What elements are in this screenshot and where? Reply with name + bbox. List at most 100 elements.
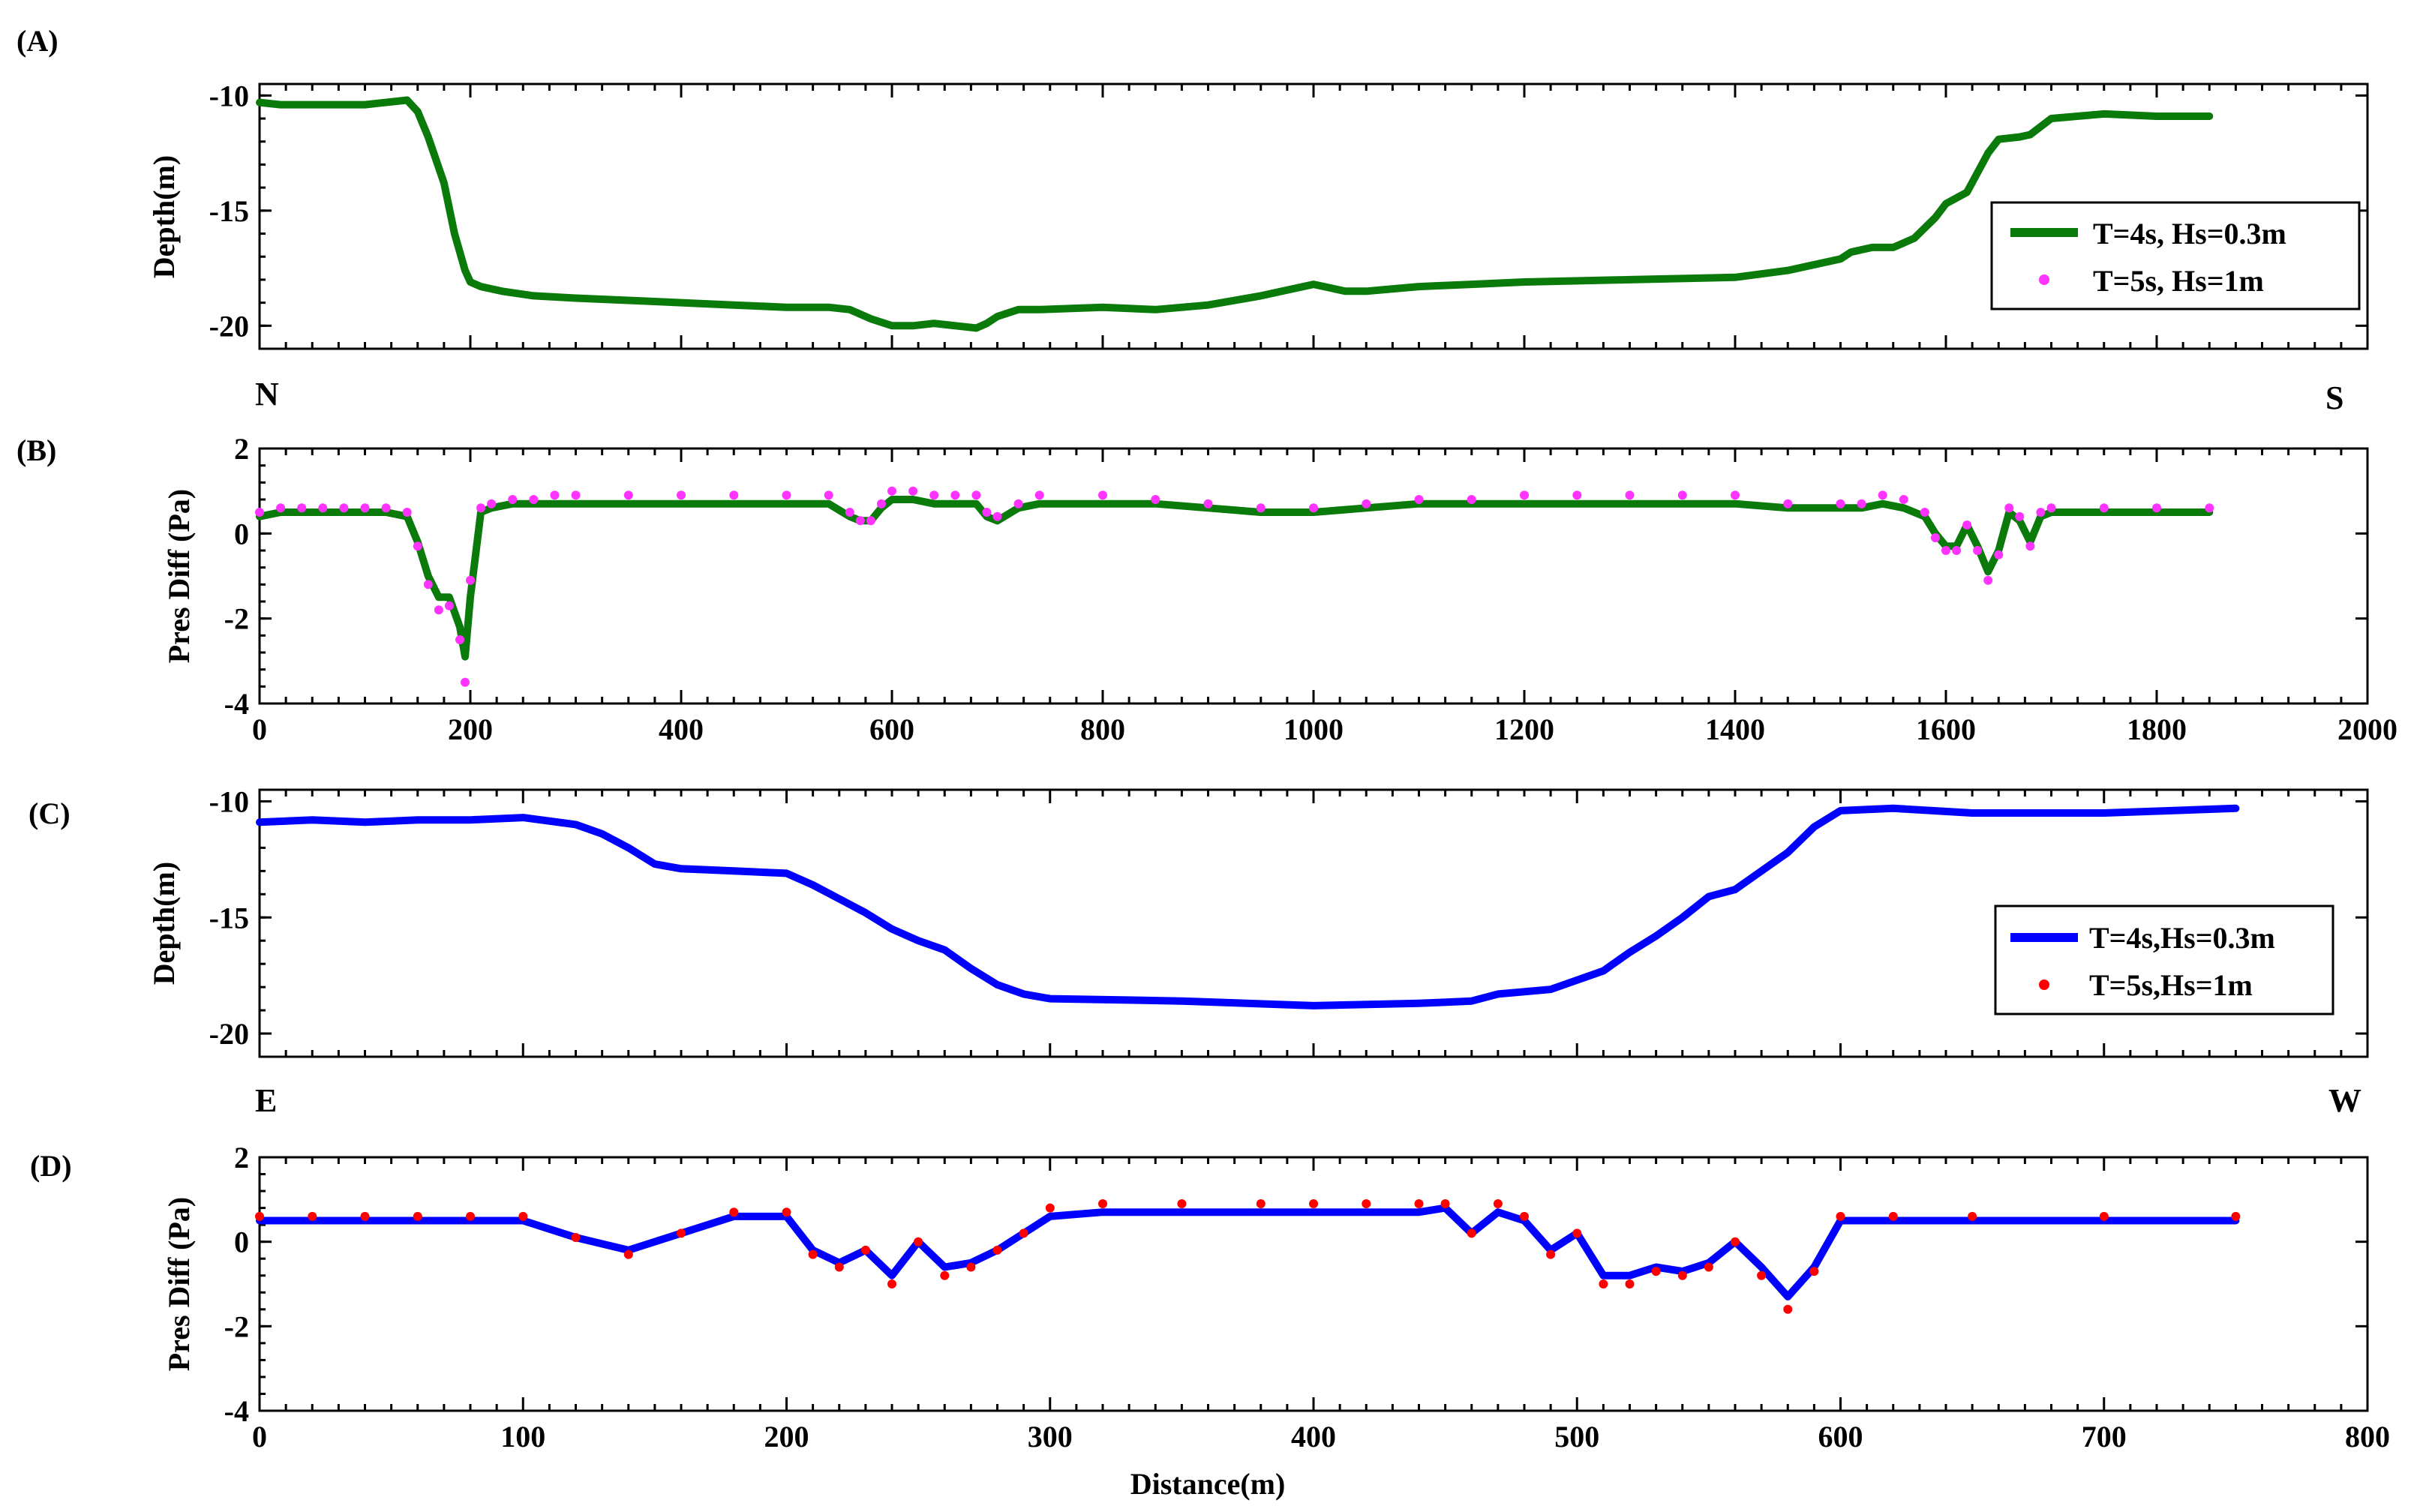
series-point — [1704, 1262, 1713, 1272]
series-point — [729, 490, 739, 500]
series-point — [518, 1211, 528, 1221]
series-point — [2004, 503, 2014, 513]
series-point — [1783, 1304, 1793, 1314]
panel-label-d: (D) — [30, 1149, 72, 1183]
x-tick-label: 1400 — [1705, 712, 1765, 746]
series-point — [1151, 495, 1160, 504]
series-point — [1757, 1270, 1767, 1280]
series-line-0 — [256, 496, 2214, 661]
series-point — [1836, 499, 1845, 508]
series-point — [1414, 1199, 1424, 1208]
legend-box-c — [1994, 904, 2334, 1016]
series-point — [255, 508, 264, 517]
series-point — [1177, 1199, 1187, 1208]
series-point — [1731, 490, 1740, 500]
x-tick-label: 100 — [500, 1420, 545, 1454]
legend-a: T=4s, Hs=0.3m T=5s, Hs=1m — [1990, 201, 2361, 310]
series-point — [2015, 512, 2025, 521]
series-point — [1731, 1237, 1740, 1246]
series-point — [914, 1237, 923, 1246]
series-point — [1309, 503, 1318, 513]
y-tick-label: -20 — [209, 309, 249, 343]
y-tick-label: 0 — [234, 1226, 249, 1259]
series-point — [908, 486, 918, 496]
series-point — [623, 490, 633, 500]
legend-entry-c-1: T=4s,Hs=0.3m — [2089, 921, 2275, 955]
legend-entry-a-1: T=4s, Hs=0.3m — [2093, 217, 2286, 250]
series-point — [1677, 1270, 1687, 1280]
series-point — [1098, 1199, 1107, 1208]
series-point — [1625, 1280, 1635, 1288]
x-ticks-d: 0 100 200 300 400 500 600 700 800 — [252, 1157, 2390, 1454]
series-point — [529, 495, 539, 504]
series-point — [1651, 1267, 1661, 1276]
series-point — [1013, 499, 1023, 508]
series-point — [1931, 533, 1940, 542]
y-tick-label: 0 — [234, 517, 249, 550]
x-ticks-a — [258, 84, 2369, 349]
series-point — [466, 1211, 475, 1221]
x-axis-label: Distance(m) — [1130, 1467, 1286, 1501]
series-point — [2099, 503, 2109, 513]
series-point — [1599, 1280, 1608, 1288]
series-point — [940, 1270, 950, 1280]
series-point — [455, 635, 464, 644]
series-line-0 — [256, 1204, 2240, 1300]
series-point — [1572, 490, 1582, 500]
series-point — [1362, 1199, 1371, 1208]
series-point — [2099, 1211, 2109, 1221]
y-ticks-b: 2 0 -2 -4 — [224, 432, 2367, 721]
y-tick-label: 2 — [234, 432, 249, 466]
y-tick-label: -15 — [209, 901, 249, 934]
plot-frame-b — [258, 447, 2369, 705]
series-point — [1941, 546, 1950, 555]
x-tick-label: 500 — [1554, 1420, 1599, 1454]
series-point — [1414, 495, 1424, 504]
series-point — [1994, 550, 2004, 560]
series-point — [1019, 1228, 1028, 1238]
series-point — [466, 575, 475, 585]
x-tick-label: 600 — [869, 712, 914, 746]
panel-b: (B) 2 0 -2 -4 0 200 400 600 800 1000 1200 1400 1600… — [17, 432, 2397, 746]
panel-label-c: (C) — [29, 796, 71, 830]
y-tick-label: -2 — [224, 602, 249, 636]
direction-label-s: S — [2325, 380, 2343, 416]
series-point — [571, 490, 581, 500]
series-point — [413, 542, 422, 551]
series-point — [1256, 503, 1266, 513]
series-point — [1983, 575, 1993, 585]
legend-entry-c-2: T=5s,Hs=1m — [2089, 968, 2253, 1002]
series-point — [1362, 499, 1371, 508]
series-point — [992, 1245, 1002, 1255]
panel-label-a: (A) — [17, 24, 59, 58]
series-point — [339, 503, 349, 513]
panel-d: (D) 2 0 -2 -4 0 100 200 300 400 500 600 700 800 Pre… — [30, 1141, 2390, 1501]
series-point — [2152, 503, 2161, 513]
x-tick-label: 700 — [2082, 1420, 2127, 1454]
series-point — [444, 601, 454, 610]
series-point — [413, 1211, 422, 1221]
y-tick-label: -2 — [224, 1310, 249, 1343]
x-tick-label: 200 — [448, 712, 493, 746]
series-point — [476, 503, 485, 513]
direction-label-w: W — [2328, 1082, 2361, 1119]
x-tick-label: 600 — [1818, 1420, 1863, 1454]
direction-label-e: E — [255, 1082, 277, 1119]
x-tick-label: 0 — [252, 712, 267, 746]
x-tick-label: 400 — [659, 712, 704, 746]
y-tick-label: -10 — [209, 784, 249, 818]
series-point — [887, 1280, 896, 1288]
series-point — [1783, 499, 1793, 508]
y-axis-label-d: Pres Diff (Pa) — [162, 1197, 196, 1372]
series-point — [992, 512, 1002, 521]
series-point — [1467, 1228, 1476, 1238]
series-point — [1572, 1228, 1582, 1238]
series-point — [1878, 490, 1887, 500]
series-point — [2036, 508, 2046, 517]
series-group-c — [256, 804, 2240, 1010]
y-tick-label: -4 — [224, 1394, 249, 1428]
x-tick-label: 1200 — [1494, 712, 1554, 746]
plot-frame-d — [258, 1156, 2369, 1412]
x-tick-label: 0 — [252, 1420, 267, 1454]
